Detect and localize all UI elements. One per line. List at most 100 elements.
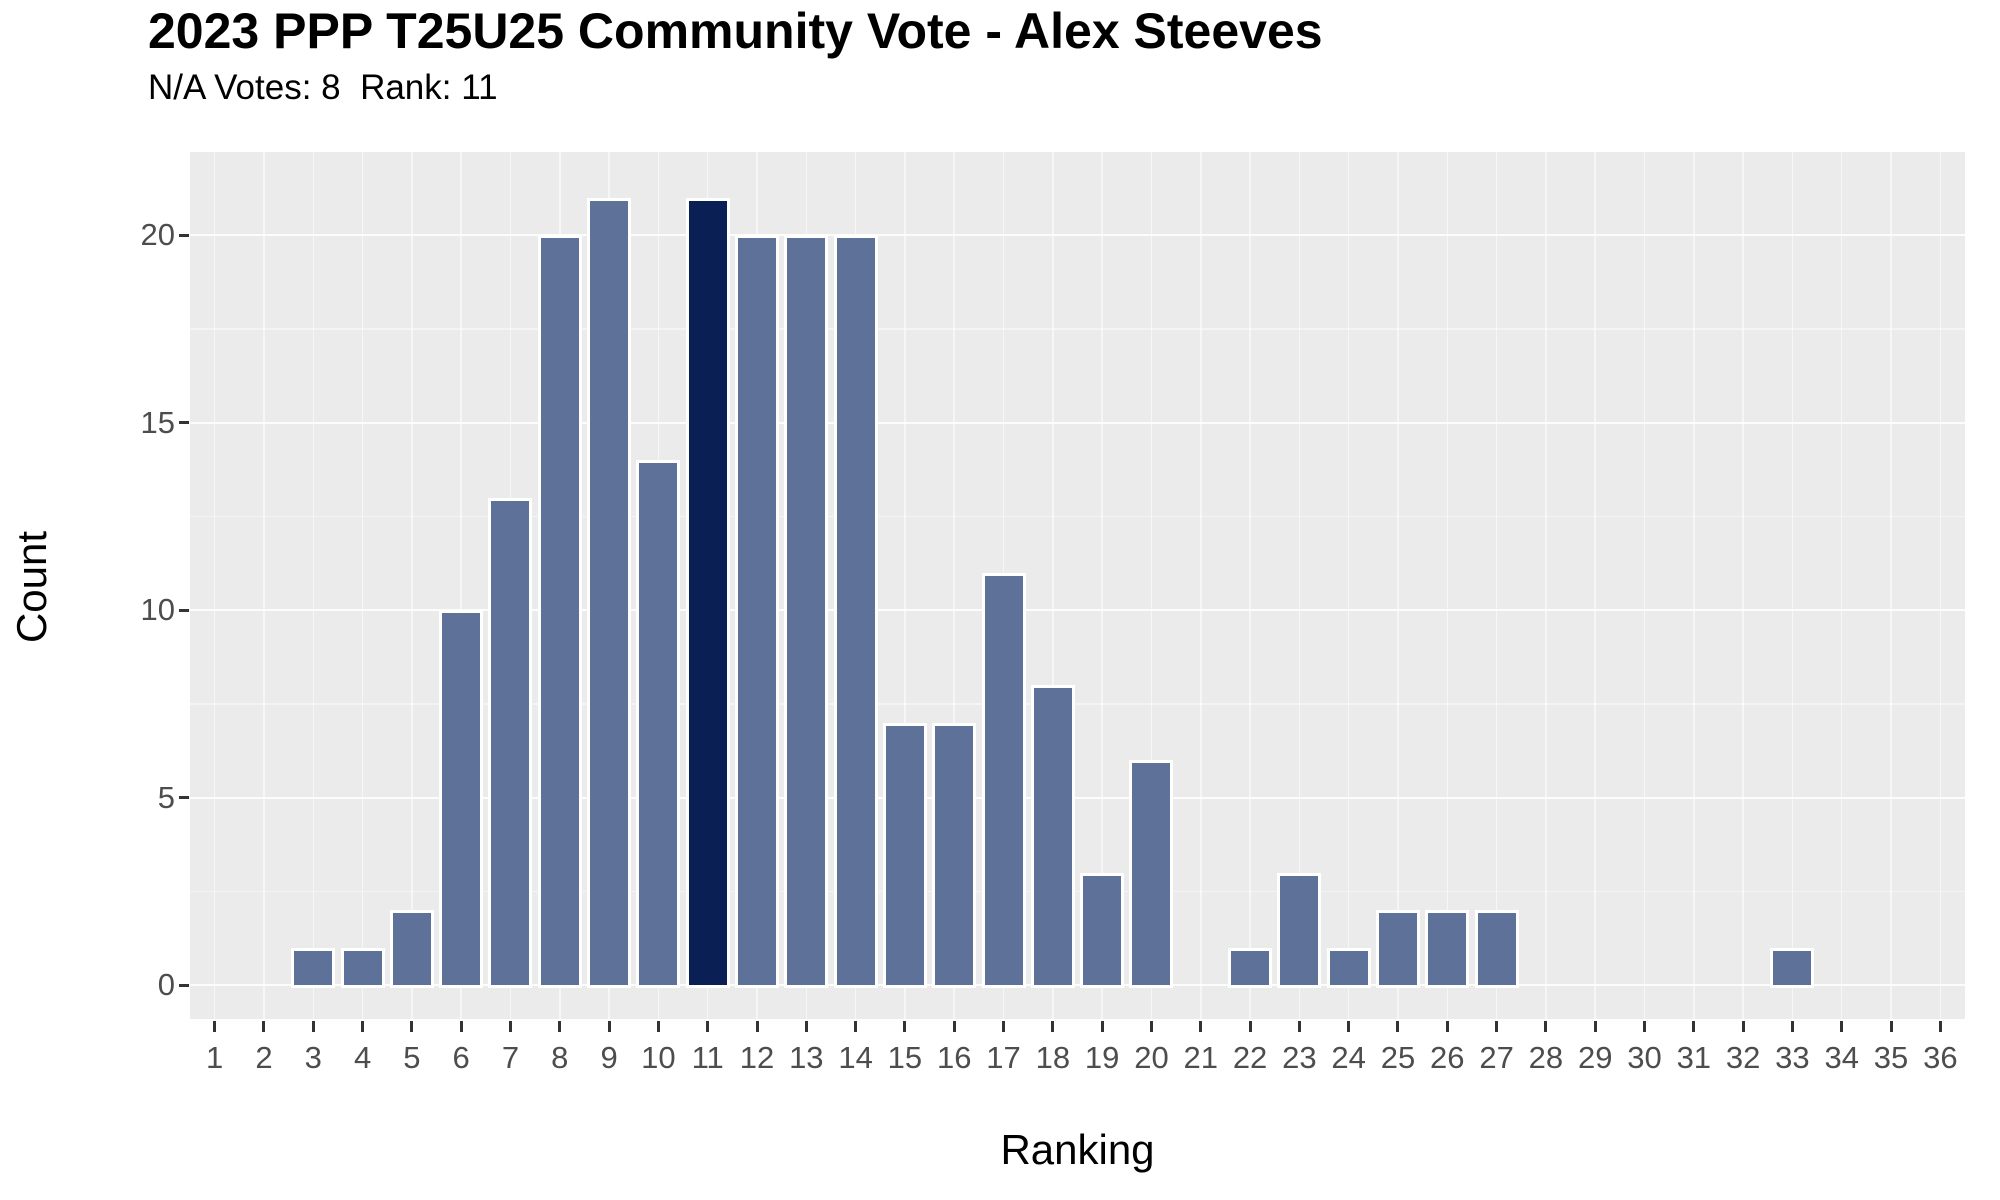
x-tick-mark-8 bbox=[558, 1021, 562, 1032]
x-tick-label-17: 17 bbox=[986, 1040, 1021, 1075]
gridline-x-34 bbox=[1840, 152, 1843, 1019]
y-tick-label-10: 10 bbox=[140, 592, 175, 627]
x-tick-mark-5 bbox=[410, 1021, 414, 1032]
x-tick-label-33: 33 bbox=[1775, 1040, 1810, 1075]
bar-rank-17 bbox=[981, 572, 1026, 988]
x-tick-mark-3 bbox=[311, 1021, 315, 1032]
bar-rank-15 bbox=[882, 722, 927, 988]
gridline-x-6 bbox=[460, 152, 462, 1019]
gridline-y-10 bbox=[190, 609, 1965, 611]
x-tick-mark-27 bbox=[1495, 1021, 1499, 1032]
x-tick-mark-22 bbox=[1248, 1021, 1252, 1032]
x-tick-label-20: 20 bbox=[1134, 1040, 1169, 1075]
x-tick-mark-21 bbox=[1199, 1021, 1203, 1032]
gridline-x-27 bbox=[1495, 152, 1498, 1019]
gridline-x-20 bbox=[1150, 152, 1153, 1019]
x-tick-label-26: 26 bbox=[1430, 1040, 1465, 1075]
bar-rank-20 bbox=[1129, 760, 1174, 988]
bar-rank-18 bbox=[1030, 685, 1075, 988]
x-tick-label-23: 23 bbox=[1282, 1040, 1317, 1075]
bar-rank-4 bbox=[340, 947, 385, 988]
chart-subtitle: N/A Votes: 8 Rank: 11 bbox=[148, 68, 498, 107]
gridline-x-18 bbox=[1052, 152, 1054, 1019]
x-tick-mark-1 bbox=[213, 1021, 217, 1032]
gridline-y-20 bbox=[190, 234, 1965, 236]
bar-rank-33 bbox=[1770, 947, 1815, 988]
bar-rank-8 bbox=[537, 235, 582, 988]
x-tick-label-2: 2 bbox=[255, 1040, 273, 1075]
gridline-x-31 bbox=[1693, 152, 1695, 1019]
x-tick-label-22: 22 bbox=[1232, 1040, 1268, 1075]
bar-rank-9 bbox=[587, 197, 632, 988]
x-tick-label-11: 11 bbox=[691, 1040, 724, 1075]
x-tick-mark-28 bbox=[1544, 1021, 1548, 1032]
x-tick-mark-2 bbox=[262, 1021, 266, 1032]
gridline-y-15 bbox=[190, 421, 1965, 424]
gridline-x-2 bbox=[263, 152, 265, 1019]
x-tick-mark-16 bbox=[952, 1021, 956, 1032]
x-axis-title: Ranking bbox=[1000, 1126, 1155, 1173]
x-tick-mark-17 bbox=[1002, 1021, 1006, 1032]
x-tick-mark-33 bbox=[1790, 1021, 1794, 1032]
x-tick-label-10: 10 bbox=[641, 1040, 676, 1075]
gridline-x-26 bbox=[1446, 152, 1449, 1019]
gridline-minor-y-17.5 bbox=[190, 328, 1965, 330]
x-tick-mark-32 bbox=[1741, 1021, 1745, 1032]
bar-rank-26 bbox=[1425, 910, 1470, 988]
x-tick-label-21: 21 bbox=[1183, 1040, 1218, 1075]
bar-rank-27 bbox=[1474, 910, 1519, 988]
x-tick-mark-11 bbox=[706, 1021, 710, 1032]
bar-rank-25 bbox=[1375, 910, 1420, 988]
x-tick-label-36: 36 bbox=[1923, 1040, 1958, 1075]
x-tick-label-6: 6 bbox=[452, 1040, 470, 1075]
bar-rank-5 bbox=[389, 910, 434, 988]
plot-panel bbox=[190, 152, 1965, 1019]
x-tick-label-15: 15 bbox=[887, 1040, 923, 1075]
bar-rank-14 bbox=[833, 235, 878, 988]
y-tick-label-5: 5 bbox=[157, 779, 175, 815]
bar-rank-6 bbox=[439, 610, 484, 988]
x-tick-mark-12 bbox=[755, 1021, 759, 1032]
x-tick-mark-4 bbox=[361, 1021, 365, 1032]
bar-rank-23 bbox=[1277, 872, 1322, 988]
x-tick-mark-36 bbox=[1938, 1021, 1942, 1032]
x-tick-mark-26 bbox=[1445, 1021, 1449, 1032]
gridline-x-36 bbox=[1939, 152, 1942, 1019]
bar-rank-24 bbox=[1326, 947, 1371, 988]
x-tick-label-24: 24 bbox=[1331, 1040, 1366, 1075]
gridline-minor-y-12.5 bbox=[190, 515, 1965, 517]
chart-title: 2023 PPP T25U25 Community Vote - Alex St… bbox=[148, 3, 1323, 59]
gridline-x-33 bbox=[1791, 152, 1794, 1019]
gridline-x-30 bbox=[1643, 152, 1646, 1019]
gridline-minor-y-7.5 bbox=[190, 703, 1965, 705]
gridline-minor-y-2.5 bbox=[190, 890, 1965, 892]
x-tick-mark-18 bbox=[1051, 1021, 1055, 1032]
gridline-x-1 bbox=[213, 152, 216, 1019]
x-tick-mark-9 bbox=[607, 1021, 611, 1032]
x-tick-mark-34 bbox=[1840, 1021, 1844, 1032]
x-tick-label-32: 32 bbox=[1725, 1040, 1761, 1075]
gridline-x-24 bbox=[1347, 152, 1350, 1019]
bar-rank-10 bbox=[636, 460, 681, 988]
x-tick-label-35: 35 bbox=[1873, 1040, 1909, 1075]
gridline-x-4 bbox=[361, 152, 364, 1019]
x-tick-mark-35 bbox=[1889, 1021, 1893, 1032]
gridline-x-3 bbox=[312, 152, 314, 1019]
x-tick-label-34: 34 bbox=[1824, 1040, 1859, 1075]
x-tick-label-29: 29 bbox=[1577, 1040, 1613, 1075]
x-tick-mark-15 bbox=[903, 1021, 907, 1032]
bar-rank-12 bbox=[735, 235, 779, 988]
y-tick-mark-15 bbox=[179, 421, 189, 424]
x-tick-label-13: 13 bbox=[789, 1040, 824, 1075]
x-tick-label-9: 9 bbox=[600, 1040, 618, 1075]
y-tick-mark-0 bbox=[179, 983, 189, 987]
x-tick-label-7: 7 bbox=[501, 1040, 520, 1075]
bar-rank-19 bbox=[1080, 872, 1125, 988]
x-tick-label-25: 25 bbox=[1380, 1040, 1416, 1075]
gridline-x-25 bbox=[1397, 152, 1399, 1019]
y-tick-mark-5 bbox=[179, 796, 189, 799]
bar-rank-22 bbox=[1228, 947, 1273, 988]
y-axis-title: Count bbox=[8, 530, 55, 644]
x-tick-mark-19 bbox=[1100, 1021, 1104, 1032]
y-tick-mark-20 bbox=[179, 233, 189, 237]
